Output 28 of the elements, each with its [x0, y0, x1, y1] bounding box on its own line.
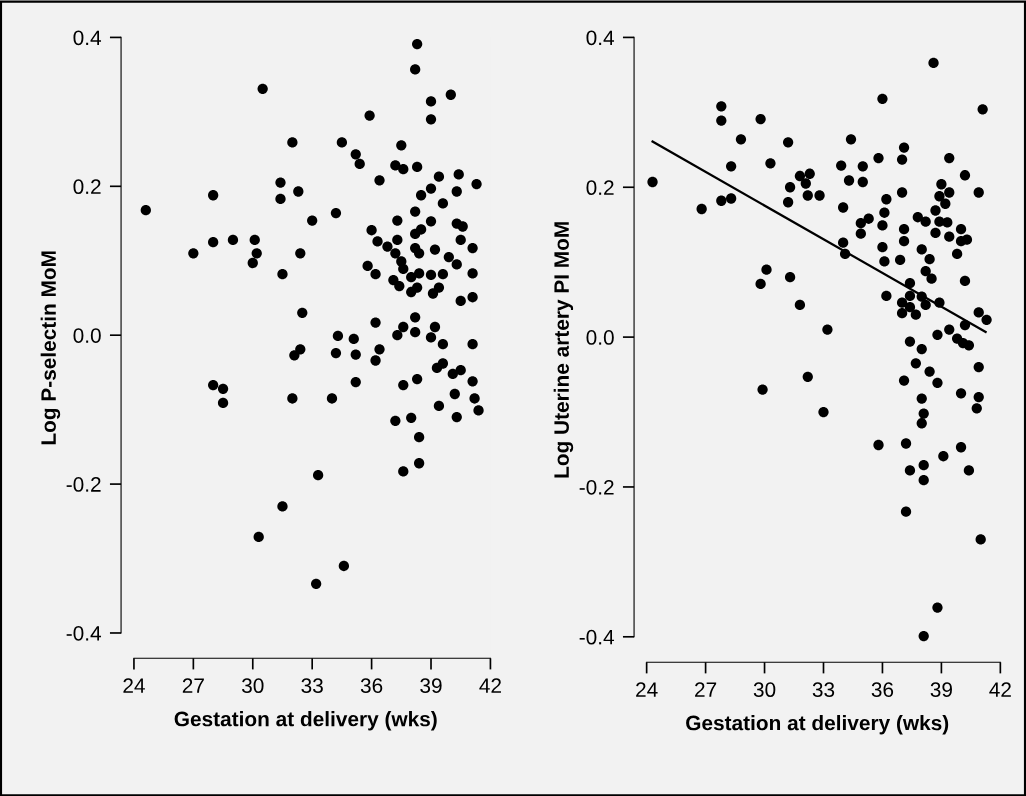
x-tick-label: 42	[989, 682, 1011, 697]
x-tick-label: 24	[636, 682, 658, 697]
x-tick-label: 24	[123, 678, 145, 693]
x-tick-label: 42	[479, 678, 501, 693]
x-tick-label: 36	[360, 678, 383, 694]
x-tick-label: 39	[420, 678, 442, 694]
y-tick-label: 0.2	[73, 179, 101, 195]
x-tick-label: 33	[301, 678, 323, 694]
y-tick-label: 0.0	[586, 330, 614, 345]
x-axis-title: Gestation at delivery (wks)	[686, 715, 949, 735]
y-tick-label: -0.2	[579, 479, 614, 495]
x-tick-label: 27	[695, 682, 717, 697]
y-tick-label: 0.4	[586, 30, 615, 46]
x-tick-label: 27	[182, 678, 204, 693]
y-axis-title: Log P-selectin MoM	[40, 251, 61, 445]
y-tick-label: -0.4	[66, 625, 102, 641]
y-tick-label: 0.0	[73, 328, 101, 343]
x-tick-label: 36	[871, 682, 894, 698]
y-tick-label: 0.4	[73, 30, 102, 46]
y-tick-label: -0.2	[66, 477, 101, 492]
x-axis-title: Gestation at delivery (wks)	[174, 711, 437, 731]
y-tick-label: 0.2	[586, 180, 614, 196]
y-tick-label: -0.4	[579, 629, 615, 645]
x-tick-label: 39	[930, 682, 952, 698]
x-tick-label: 33	[812, 682, 835, 698]
x-tick-label: 30	[753, 682, 776, 698]
x-tick-label: 30	[241, 678, 264, 694]
y-axis-title: Log Uterine artery PI MoM	[553, 222, 574, 478]
